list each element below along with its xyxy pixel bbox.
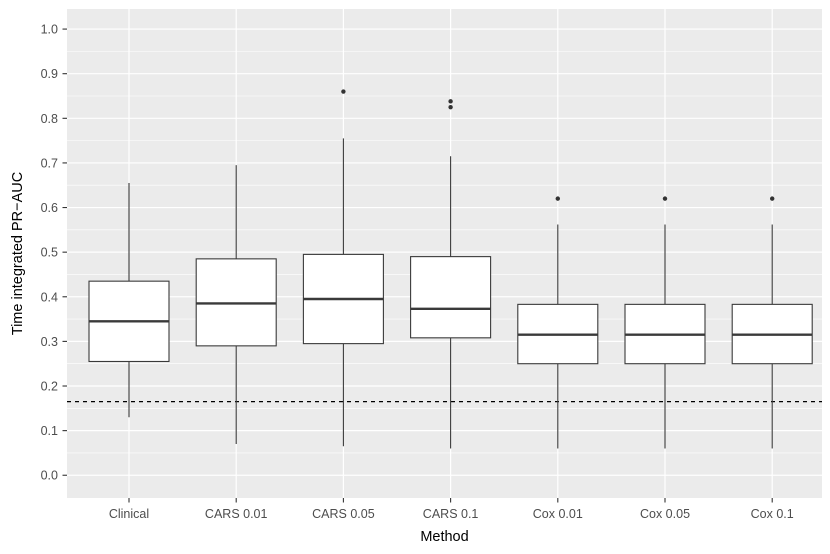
box-cars-0-05 bbox=[302, 89, 384, 447]
box-clinical bbox=[88, 183, 170, 418]
y-tick-label: 0.4 bbox=[41, 290, 58, 304]
box-cox-0-05 bbox=[624, 196, 706, 449]
x-tick-label: Cox 0.01 bbox=[533, 507, 583, 521]
y-tick-label: 0.5 bbox=[41, 246, 58, 260]
x-tick-label: Cox 0.1 bbox=[751, 507, 794, 521]
x-tick-label: Cox 0.05 bbox=[640, 507, 690, 521]
x-tick-label: CARS 0.01 bbox=[205, 507, 268, 521]
outlier-point bbox=[662, 196, 668, 201]
y-tick-label: 0.6 bbox=[41, 201, 58, 215]
axis-tick-marks bbox=[62, 28, 773, 503]
boxplot-series bbox=[88, 89, 813, 449]
y-tick-label: 1.0 bbox=[41, 23, 58, 37]
y-tick-label: 0.8 bbox=[41, 112, 58, 126]
x-axis-title: Method bbox=[420, 529, 468, 545]
y-tick-label: 0.2 bbox=[41, 380, 58, 394]
outlier-point bbox=[448, 99, 453, 104]
y-axis-title: Time integrated PR−AUC bbox=[10, 172, 26, 335]
x-tick-label: CARS 0.05 bbox=[312, 507, 375, 521]
box-cars-0-1 bbox=[410, 99, 492, 449]
y-tick-label: 0.3 bbox=[41, 335, 58, 349]
x-tick-label: Clinical bbox=[109, 507, 149, 521]
y-tick-label: 0.0 bbox=[41, 469, 58, 483]
box-cars-0-01 bbox=[195, 165, 277, 445]
iqr-box bbox=[410, 256, 492, 339]
y-tick-label: 0.9 bbox=[41, 67, 58, 81]
axis-tick-labels: 0.0 0.1 0.2 0.3 0.4 0.5 0.6 0.7 0.8 0.9 1.0 Clinica… bbox=[41, 23, 794, 521]
y-tick-label: 0.7 bbox=[41, 156, 58, 170]
outlier-point bbox=[555, 196, 560, 201]
y-tick-label: 0.1 bbox=[41, 424, 58, 438]
box-cox-0-1 bbox=[731, 196, 813, 449]
box-cox-0-01 bbox=[517, 196, 599, 449]
outlier-point bbox=[448, 104, 453, 110]
plot-panel bbox=[67, 9, 822, 498]
outlier-point bbox=[770, 196, 775, 201]
outlier-point bbox=[341, 89, 346, 94]
x-tick-label: CARS 0.1 bbox=[423, 507, 479, 521]
